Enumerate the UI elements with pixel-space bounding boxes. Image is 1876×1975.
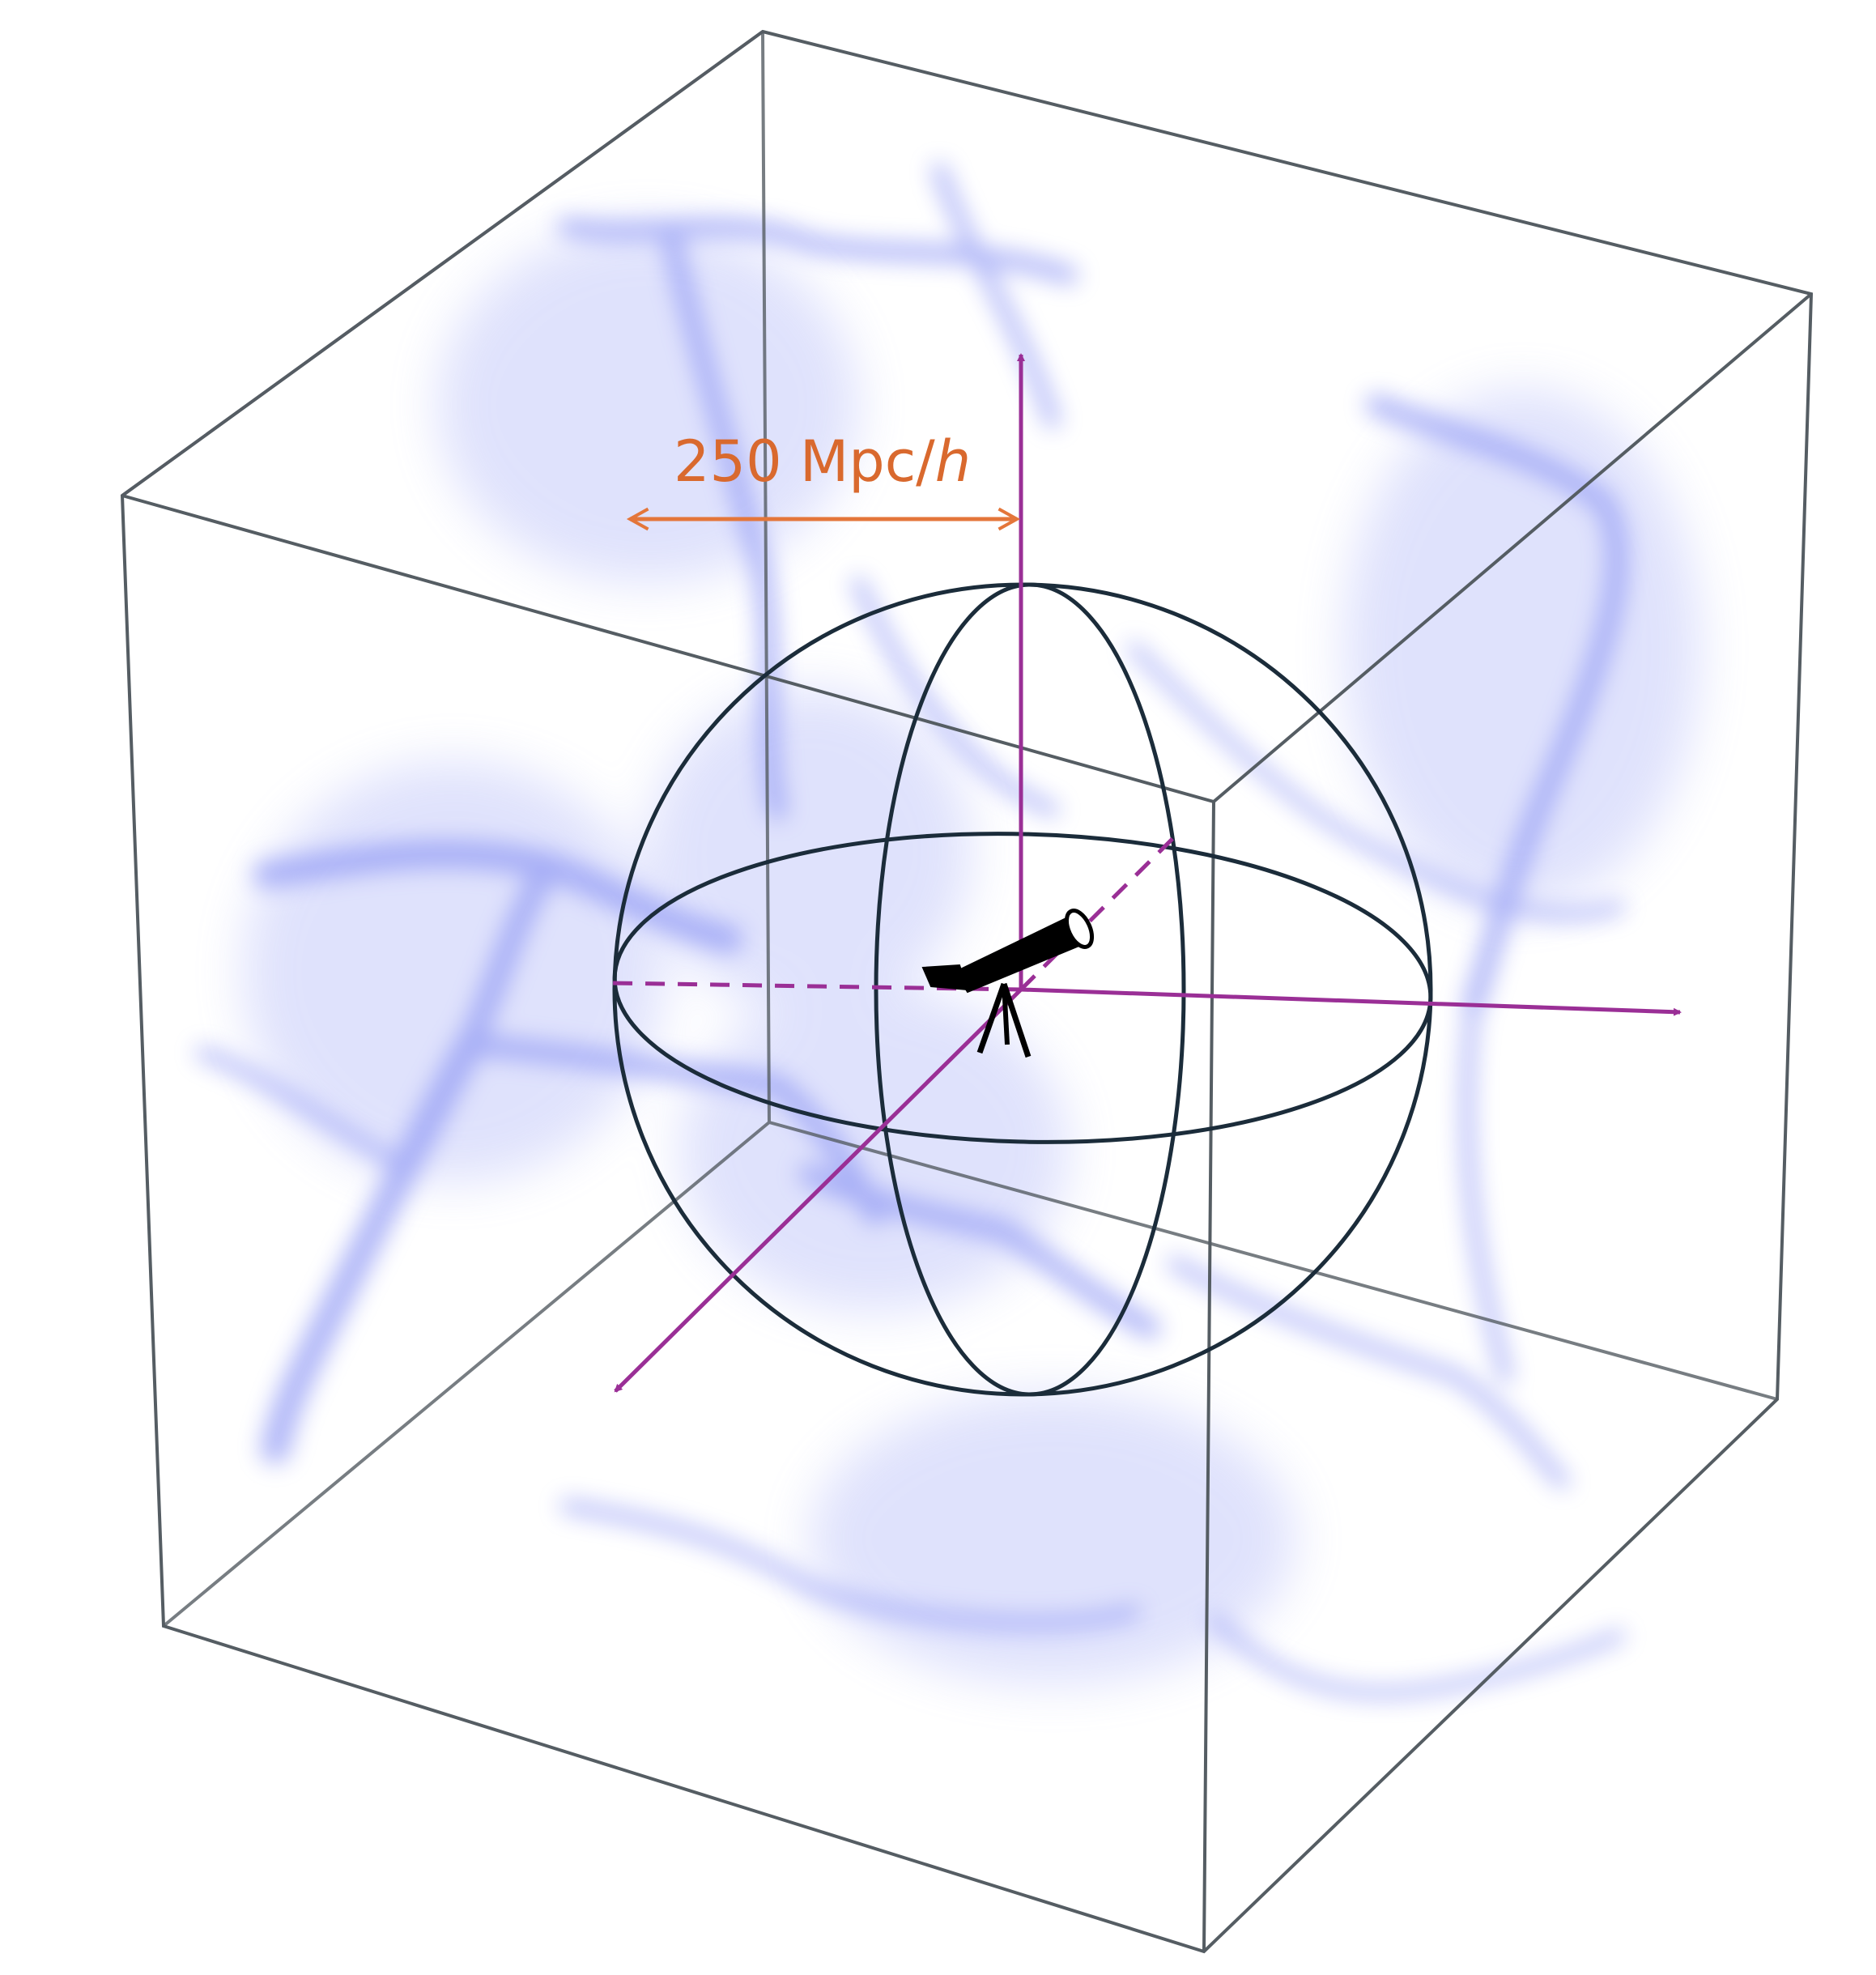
axis-back-dashed — [1019, 831, 1180, 991]
scale-label-text: 250 Mpc/ — [674, 428, 935, 495]
cube-front-edges — [121, 292, 1813, 1952]
axis-right — [1020, 987, 1682, 1016]
cube-back-edges — [121, 30, 1778, 1628]
axis-front — [614, 988, 1023, 1393]
equator — [612, 832, 1433, 1144]
cube — [120, 29, 1814, 1954]
scale-label-italic: h — [935, 428, 971, 495]
meridian — [874, 582, 1186, 1397]
telescope-icon — [921, 909, 1095, 1058]
scale-label: 250 Mpc/h — [674, 428, 971, 495]
